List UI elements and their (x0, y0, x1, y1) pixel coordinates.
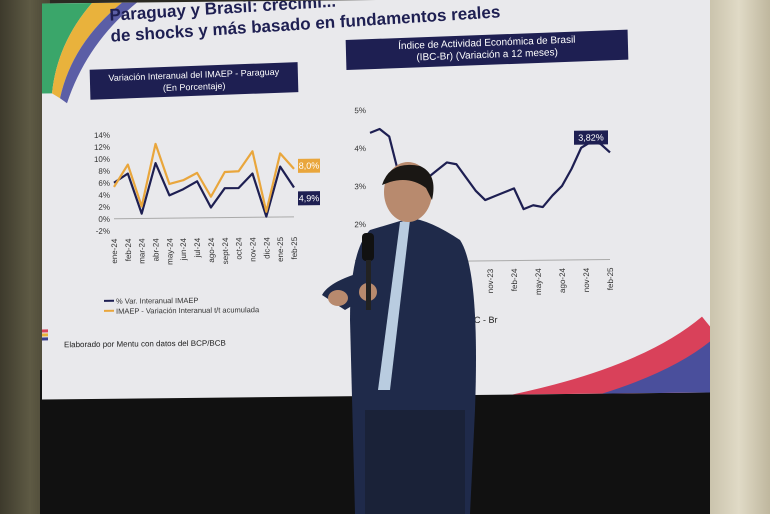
series-line-0 (113, 162, 295, 218)
end-label-box (298, 191, 320, 206)
x-tick-label: oct-24 (235, 237, 244, 260)
microphone-icon (362, 233, 374, 261)
y-tick-label: -2% (96, 227, 110, 236)
x-tick-label: jul-24 (193, 237, 202, 258)
y-tick-label: 10% (94, 155, 110, 164)
end-label: 3,82% (578, 132, 604, 142)
x-tick-label: sept-24 (221, 237, 230, 264)
x-tick-label: ago-24 (558, 267, 567, 293)
x-tick-label: ene-25 (276, 236, 285, 262)
x-tick-label: ago-24 (207, 237, 216, 263)
x-axis (114, 216, 294, 220)
slide-decoration (42, 2, 710, 395)
y-tick-label: 4% (354, 144, 366, 153)
wall-right (708, 0, 770, 514)
y-tick-label: 2% (354, 220, 366, 229)
x-tick-label: dic-24 (262, 237, 271, 259)
presenter (322, 162, 476, 514)
x-tick-label: may-24 (534, 268, 543, 295)
x-tick-label: jun-24 (179, 237, 188, 261)
y-tick-label: 4% (98, 191, 110, 200)
y-tick-label: 6% (98, 179, 110, 188)
x-tick-label: feb-24 (510, 268, 519, 291)
x-tick-label: feb-24 (124, 238, 133, 261)
series-line-1 (113, 142, 295, 213)
x-tick-label: nov-23 (486, 268, 495, 293)
end-label: 8,0% (299, 161, 320, 171)
imaep-chart: 14% 12% 10% 8% 6% 4% 2% 0% -2% 4,9% 8,0% ene-24 feb-… (94, 131, 320, 316)
y-tick-label: 8% (98, 167, 110, 176)
y-tick-label: 3% (354, 182, 366, 191)
end-label-box (574, 130, 608, 145)
legend-label: % Var. Interanual IMAEP (116, 296, 198, 306)
y-tick-label: 12% (94, 143, 110, 152)
x-tick-label: feb-25 (606, 267, 615, 290)
y-tick-label: 2% (98, 203, 110, 212)
x-tick-label: may-24 (165, 238, 174, 265)
x-tick-label: nov-24 (248, 237, 257, 262)
presentation-slide: Paraguay y Brasil: crecimi... de shocks y… (42, 0, 710, 400)
x-tick-label: nov-24 (582, 267, 591, 292)
y-tick-label: 0% (98, 215, 110, 224)
end-label-box (298, 158, 320, 173)
legend-label: IMAEP - Variación Interanual t/t acumula… (116, 305, 260, 316)
x-tick-label: ene-24 (110, 238, 119, 264)
x-tick-label: mar-24 (138, 238, 147, 264)
source-note: Elaborado por Mentu con datos del BCP/BC… (64, 338, 226, 350)
x-tick-label: abr-24 (152, 238, 161, 262)
end-label: 4,9% (299, 193, 320, 203)
y-tick-label: 14% (94, 131, 110, 140)
x-tick-label: feb-25 (290, 236, 299, 259)
y-tick-label: 5% (354, 106, 366, 115)
